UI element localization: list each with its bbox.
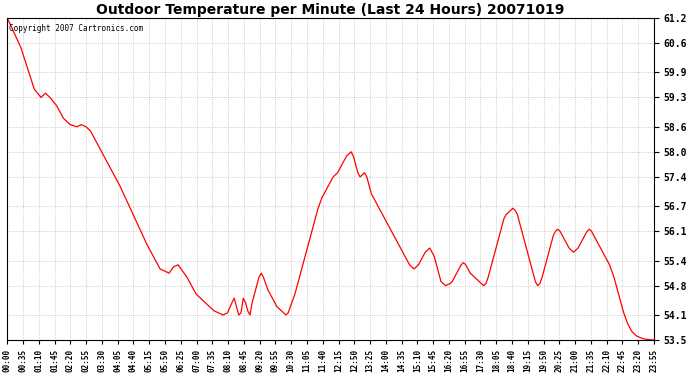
Title: Outdoor Temperature per Minute (Last 24 Hours) 20071019: Outdoor Temperature per Minute (Last 24 …	[97, 3, 565, 17]
Text: Copyright 2007 Cartronics.com: Copyright 2007 Cartronics.com	[9, 24, 144, 33]
